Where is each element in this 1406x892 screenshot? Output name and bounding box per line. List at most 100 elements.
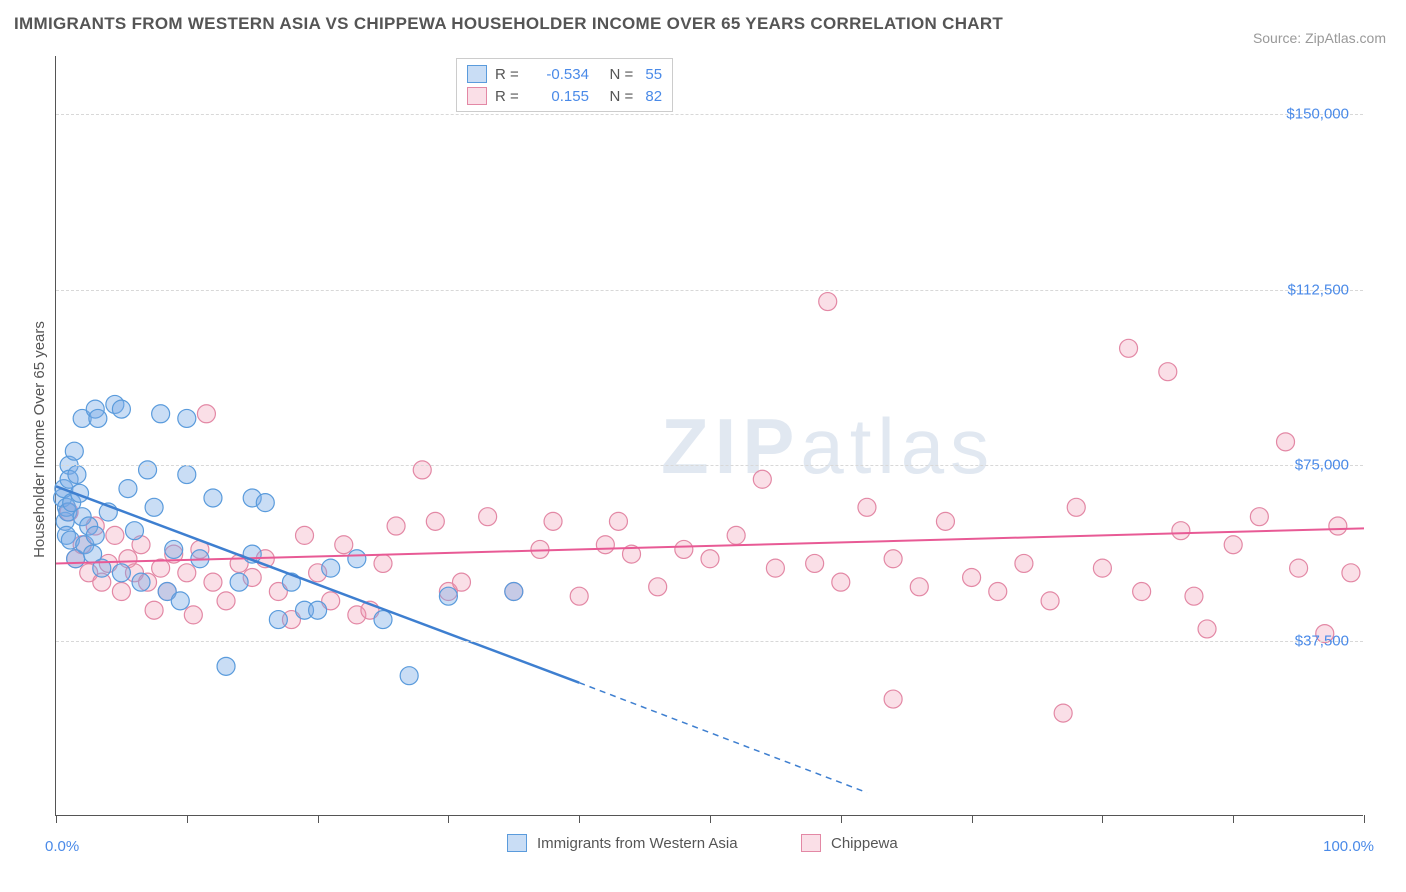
scatter-point [178, 409, 196, 427]
x-tick [448, 815, 449, 823]
scatter-point [452, 573, 470, 591]
corr-n-value: 55 [645, 66, 662, 83]
corr-r-label: R = [495, 88, 523, 105]
scatter-point [1015, 554, 1033, 572]
scatter-point [309, 601, 327, 619]
scatter-point [230, 573, 248, 591]
scatter-point [65, 442, 83, 460]
correlation-row: R = 0.155 N = 82 [467, 85, 662, 107]
scatter-point [132, 573, 150, 591]
scatter-point [819, 293, 837, 311]
legend-swatch [507, 834, 527, 852]
scatter-point [1342, 564, 1360, 582]
scatter-point [1120, 339, 1138, 357]
x-tick [579, 815, 580, 823]
y-tick-label: $112,500 [1288, 281, 1349, 298]
scatter-point [1198, 620, 1216, 638]
gridline [56, 114, 1363, 115]
scatter-point [1093, 559, 1111, 577]
scatter-point [1185, 587, 1203, 605]
scatter-point [348, 550, 366, 568]
scatter-point [374, 554, 392, 572]
scatter-point [701, 550, 719, 568]
scatter-point [145, 498, 163, 516]
scatter-point [806, 554, 824, 572]
corr-r-value: -0.534 [531, 66, 589, 83]
scatter-point [505, 583, 523, 601]
legend-swatch [467, 65, 487, 83]
bottom-legend-item: Immigrants from Western Asia [507, 834, 738, 852]
scatter-point [884, 690, 902, 708]
scatter-point [1329, 517, 1347, 535]
correlation-row: R = -0.534 N = 55 [467, 63, 662, 85]
scatter-point [374, 611, 392, 629]
scatter-point [884, 550, 902, 568]
scatter-point [1172, 522, 1190, 540]
scatter-point [296, 526, 314, 544]
x-tick [318, 815, 319, 823]
scatter-svg [56, 56, 1363, 815]
scatter-point [197, 405, 215, 423]
scatter-point [439, 587, 457, 605]
scatter-point [125, 522, 143, 540]
scatter-point [165, 540, 183, 558]
scatter-point [596, 536, 614, 554]
y-axis-title: Householder Income Over 65 years [31, 321, 48, 558]
legend-swatch [801, 834, 821, 852]
plot-area: ZIPatlas R = -0.534 N = 55R = 0.155 N = … [55, 56, 1363, 816]
x-tick [710, 815, 711, 823]
scatter-point [649, 578, 667, 596]
scatter-point [727, 526, 745, 544]
scatter-point [400, 667, 418, 685]
scatter-point [413, 461, 431, 479]
scatter-point [112, 400, 130, 418]
scatter-point [1054, 704, 1072, 722]
scatter-point [86, 526, 104, 544]
scatter-point [217, 657, 235, 675]
bottom-legend-item: Chippewa [801, 834, 898, 852]
x-tick [56, 815, 57, 823]
scatter-point [217, 592, 235, 610]
corr-r-label: R = [495, 66, 523, 83]
trend-line-extrapolated [579, 683, 867, 793]
scatter-point [269, 611, 287, 629]
y-tick-label: $37,500 [1295, 632, 1349, 649]
scatter-point [152, 405, 170, 423]
scatter-point [106, 526, 124, 544]
scatter-point [204, 489, 222, 507]
scatter-point [112, 583, 130, 601]
gridline [56, 641, 1363, 642]
scatter-point [112, 564, 130, 582]
y-tick-label: $75,000 [1295, 457, 1349, 474]
scatter-point [387, 517, 405, 535]
scatter-point [1041, 592, 1059, 610]
scatter-point [68, 466, 86, 484]
scatter-point [145, 601, 163, 619]
x-tick [1102, 815, 1103, 823]
scatter-point [832, 573, 850, 591]
scatter-point [1290, 559, 1308, 577]
scatter-point [426, 512, 444, 530]
scatter-point [1159, 363, 1177, 381]
y-tick-label: $150,000 [1286, 106, 1349, 123]
legend-label: Chippewa [831, 835, 898, 852]
scatter-point [178, 564, 196, 582]
scatter-point [963, 568, 981, 586]
chart-title: IMMIGRANTS FROM WESTERN ASIA VS CHIPPEWA… [14, 14, 1003, 34]
scatter-point [171, 592, 189, 610]
scatter-point [256, 494, 274, 512]
scatter-point [1277, 433, 1295, 451]
scatter-point [89, 409, 107, 427]
scatter-point [1224, 536, 1242, 554]
scatter-point [570, 587, 588, 605]
legend-label: Immigrants from Western Asia [537, 835, 738, 852]
scatter-point [753, 470, 771, 488]
corr-n-label: N = [597, 88, 637, 105]
x-axis-min-label: 0.0% [45, 838, 79, 855]
scatter-point [322, 559, 340, 577]
scatter-point [139, 461, 157, 479]
corr-n-label: N = [597, 66, 637, 83]
scatter-point [178, 466, 196, 484]
scatter-point [910, 578, 928, 596]
x-tick [187, 815, 188, 823]
